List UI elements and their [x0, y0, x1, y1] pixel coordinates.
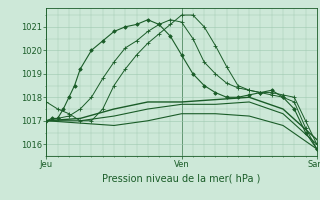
X-axis label: Pression niveau de la mer( hPa ): Pression niveau de la mer( hPa ) [102, 173, 261, 183]
